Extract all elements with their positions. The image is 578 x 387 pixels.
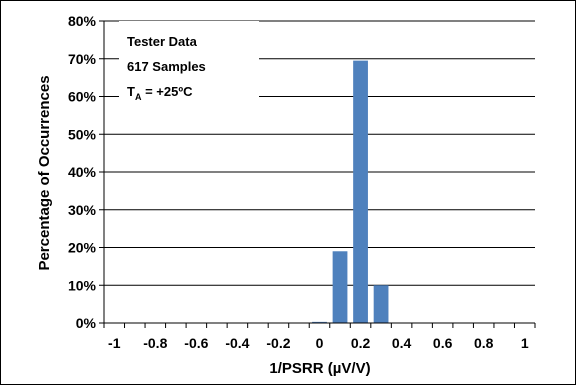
bar-0 xyxy=(312,321,327,323)
y-axis-title: Percentage of Occurrences xyxy=(36,75,53,270)
annotation-box xyxy=(119,21,259,107)
x-tick-label-3: -0.4 xyxy=(225,335,249,351)
x-tick-label-6: 0.2 xyxy=(351,335,371,351)
x-tick-label-0: -1 xyxy=(108,335,121,351)
y-tick-label-6: 60% xyxy=(68,89,97,105)
annotation-t: T xyxy=(127,84,135,99)
y-tick-label-5: 50% xyxy=(68,126,97,142)
x-tick-label-1: -0.8 xyxy=(143,335,167,351)
x-tick-label-5: 0 xyxy=(316,335,324,351)
bar-1 xyxy=(332,251,348,323)
y-tick-label-7: 70% xyxy=(68,51,97,67)
y-tick-label-3: 30% xyxy=(68,202,97,218)
x-tick-label-8: 0.6 xyxy=(433,335,453,351)
annotation-line-1: Tester Data xyxy=(127,34,198,49)
x-tick-labels: -1 -0.8 -0.6 -0.4 -0.2 0 0.2 0.4 0.6 0.8 1 xyxy=(108,335,529,351)
x-tick-label-9: 0.8 xyxy=(474,335,494,351)
y-tick-label-2: 20% xyxy=(68,240,97,256)
annotation-temperature: = +25ºC xyxy=(141,84,193,99)
x-axis-title: 1/PSRR (µV/V) xyxy=(269,360,370,377)
bar-2 xyxy=(353,60,368,323)
x-tick-label-4: -0.2 xyxy=(266,335,290,351)
x-tick-label-10: 1 xyxy=(521,335,529,351)
bar-3 xyxy=(373,285,389,323)
y-tick-label-8: 80% xyxy=(68,13,97,29)
y-tick-label-4: 40% xyxy=(68,164,97,180)
y-tick-label-0: 0% xyxy=(76,315,97,331)
x-tick-label-7: 0.4 xyxy=(392,335,412,351)
annotation-line-3: TA = +25ºC xyxy=(127,84,193,102)
axes xyxy=(99,20,536,328)
y-tick-labels: 0% 10% 20% 30% 40% 50% 60% 70% 80% xyxy=(68,13,97,331)
annotation-subscript: A xyxy=(135,92,142,102)
x-tick-label-2: -0.6 xyxy=(184,335,208,351)
y-tick-label-1: 10% xyxy=(68,277,97,293)
annotation-line-2: 617 Samples xyxy=(127,59,206,74)
bars xyxy=(312,60,389,323)
